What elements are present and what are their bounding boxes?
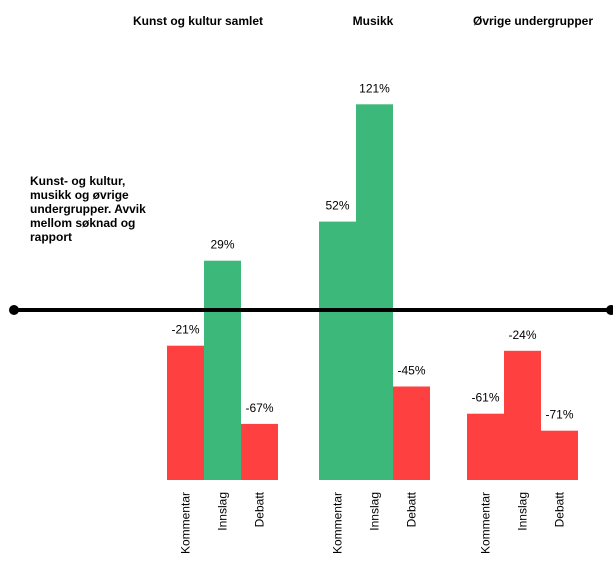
baseline-right-marker <box>606 305 613 315</box>
bar-1-debatt <box>241 423 278 480</box>
labels-layer: -21% Kommentar 29% Innslag -67% Debatt 52% Komm… <box>171 81 573 554</box>
group-title-kunst-og-kultur: Kunst og kultur samlet <box>133 14 263 28</box>
bar-2-kommentar <box>319 221 356 480</box>
group-title-musikk: Musikk <box>353 14 394 28</box>
group-title-ovrige: Øvrige undergrupper <box>473 14 593 28</box>
tick-label-2-kommentar: Kommentar <box>331 492 345 554</box>
chart-title: Kunst- og kultur, musikk og øvrige under… <box>30 174 149 244</box>
data-label-1-kommentar: -21% <box>171 323 199 337</box>
tick-label-1-innslag: Innslag <box>216 492 230 531</box>
data-label-3-kommentar: -61% <box>471 391 499 405</box>
tick-label-3-innslag: Innslag <box>516 492 530 531</box>
bar-2-innslag <box>356 104 393 481</box>
baseline-left-marker <box>9 305 19 315</box>
bars-layer <box>167 104 578 481</box>
tick-label-1-kommentar: Kommentar <box>179 492 193 554</box>
data-label-1-debatt: -67% <box>245 401 273 415</box>
bar-3-debatt <box>541 430 578 480</box>
bar-3-kommentar <box>467 413 504 480</box>
tick-label-1-debatt: Debatt <box>253 491 267 527</box>
data-label-3-innslag: -24% <box>508 328 536 342</box>
bar-3-innslag <box>504 350 541 480</box>
bar-1-kommentar <box>167 345 204 480</box>
tick-label-2-innslag: Innslag <box>368 492 382 531</box>
data-label-1-innslag: 29% <box>210 238 234 252</box>
bar-2-debatt <box>393 386 430 480</box>
data-label-3-debatt: -71% <box>545 408 573 422</box>
data-label-2-debatt: -45% <box>397 364 425 378</box>
tick-label-3-kommentar: Kommentar <box>479 492 493 554</box>
bar-1-innslag <box>204 260 241 480</box>
baseline-layer <box>9 305 613 315</box>
data-label-2-kommentar: 52% <box>325 199 349 213</box>
tick-label-2-debatt: Debatt <box>405 491 419 527</box>
data-label-2-innslag: 121% <box>359 81 390 95</box>
tick-label-3-debatt: Debatt <box>553 491 567 527</box>
